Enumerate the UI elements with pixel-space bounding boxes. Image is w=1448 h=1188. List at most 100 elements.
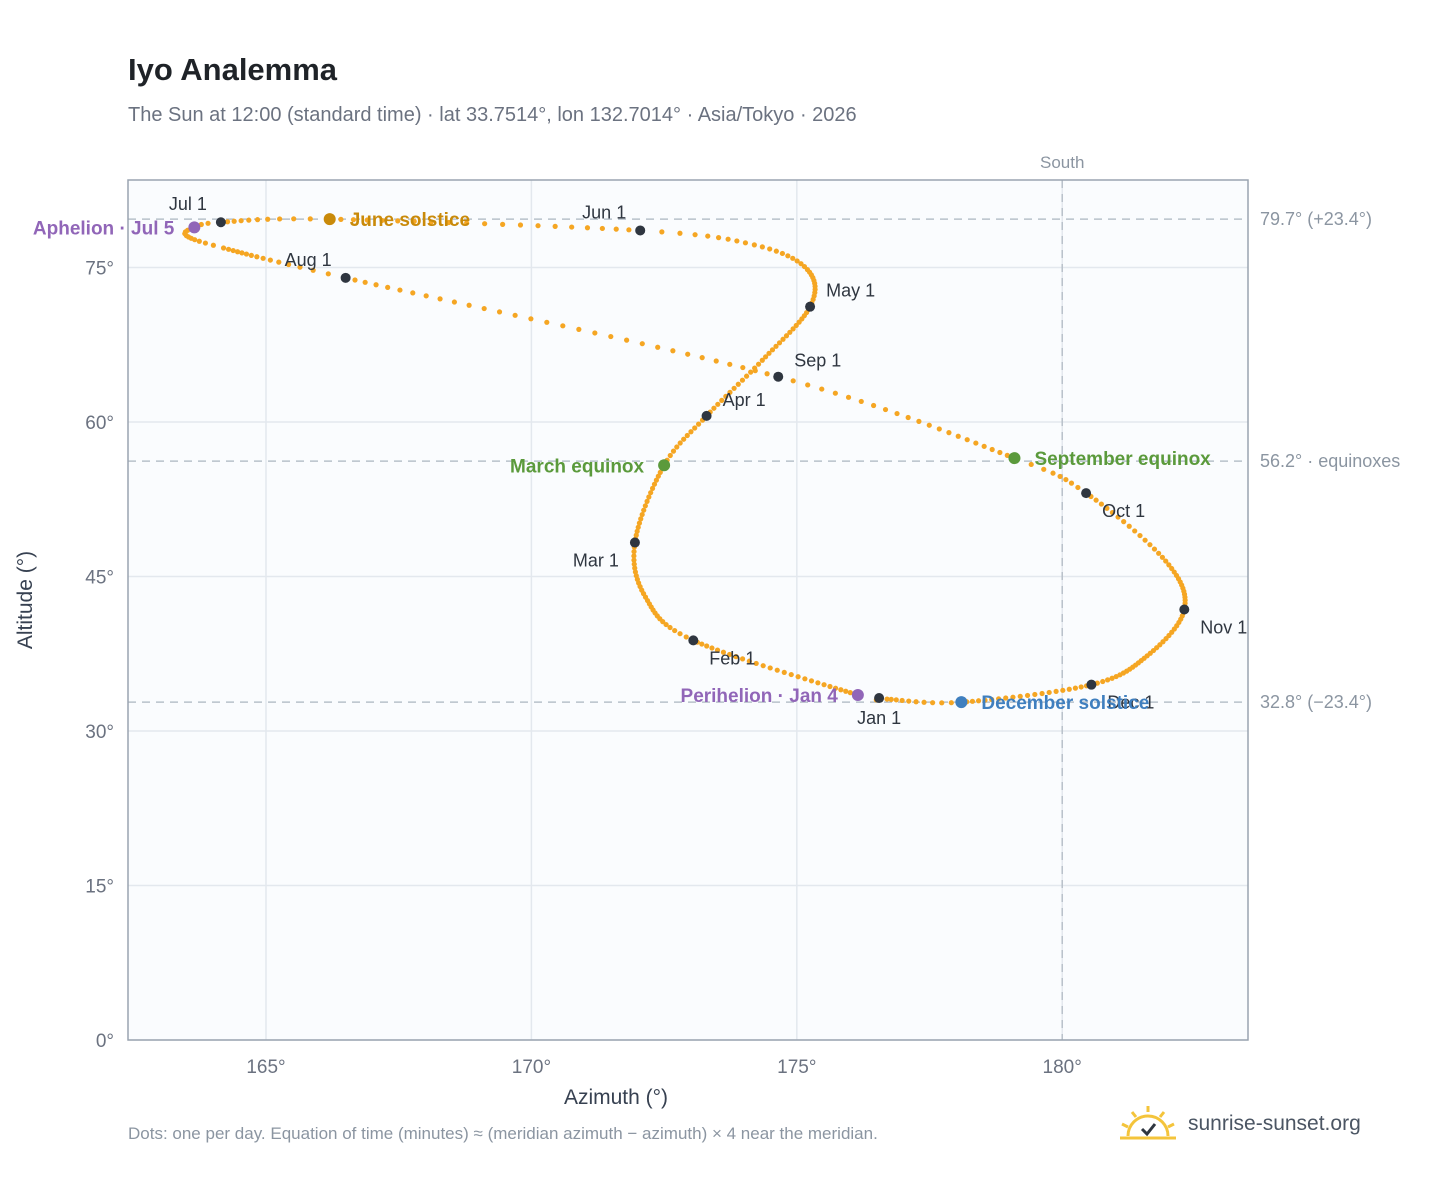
daily-point (715, 401, 721, 407)
event-marker (1008, 452, 1021, 465)
month-markers: Jan 1 Feb 1 Mar 1 Apr 1 May 1 Jun 1 Jul 1 Aug 1… (169, 194, 1247, 728)
daily-point (739, 656, 746, 662)
daily-point (726, 651, 733, 658)
daily-point (626, 227, 632, 233)
daily-point (663, 621, 669, 628)
daily-point (238, 218, 244, 224)
daily-point (592, 330, 598, 336)
daily-point (776, 340, 783, 346)
daily-point (926, 422, 932, 428)
reference-line-label: 32.8° (−23.4°) (1260, 692, 1372, 712)
daily-point (793, 322, 799, 329)
daily-point (277, 216, 283, 222)
daily-point (608, 333, 614, 340)
daily-point (743, 373, 750, 379)
daily-point (802, 676, 808, 682)
brand-link[interactable]: sunrise-sunset.org (1120, 1102, 1361, 1146)
daily-point (766, 350, 772, 356)
daily-point (230, 247, 236, 254)
daily-point (870, 402, 877, 409)
daily-point (790, 378, 796, 384)
daily-point (1100, 678, 1106, 685)
daily-point (969, 698, 976, 704)
daily-point (265, 216, 271, 222)
daily-point (916, 418, 922, 424)
daily-point (428, 219, 434, 225)
event-label: March equinox (510, 456, 645, 477)
daily-point (1004, 452, 1010, 458)
event-marker (851, 688, 864, 701)
daily-point (1053, 688, 1059, 695)
month-label: May 1 (826, 281, 875, 301)
daily-point (1109, 509, 1116, 516)
daily-point (584, 225, 591, 231)
daily-point (779, 250, 785, 257)
month-marker (1179, 604, 1190, 615)
daily-point (1104, 505, 1110, 511)
daily-point (1098, 501, 1105, 507)
chart-title: Iyo Analemma (128, 52, 338, 87)
daily-point (713, 358, 719, 364)
daily-point (773, 248, 779, 254)
reference-line-label: 56.2° · equinoxes (1260, 451, 1400, 471)
event-label: December solstice (981, 693, 1149, 714)
daily-point (635, 524, 641, 530)
daily-point (196, 238, 202, 244)
daily-point (667, 624, 673, 631)
daily-point (683, 634, 689, 640)
daily-point (975, 698, 982, 704)
daily-point (832, 685, 839, 691)
daily-point (437, 296, 443, 302)
daily-point (1121, 519, 1127, 525)
daily-point (930, 700, 936, 706)
reference-line-label: 79.7° (+23.4°) (1260, 209, 1372, 229)
daily-point (1109, 675, 1115, 681)
daily-point (715, 235, 722, 241)
daily-point (310, 267, 316, 273)
daily-point (1066, 686, 1072, 692)
daily-point (1032, 691, 1038, 698)
daily-point (688, 429, 694, 435)
x-tick-label: 180° (1043, 1057, 1082, 1078)
month-marker (215, 217, 226, 228)
daily-point (719, 397, 725, 403)
daily-point (939, 700, 945, 706)
month-marker (874, 693, 885, 704)
daily-point (982, 697, 988, 703)
daily-point (254, 217, 261, 223)
daily-point (1017, 693, 1023, 699)
daily-point (755, 361, 762, 367)
daily-point (192, 237, 198, 243)
daily-point (672, 627, 678, 634)
daily-point (633, 532, 639, 538)
daily-point (560, 323, 566, 329)
daily-point (670, 348, 676, 354)
axes: 165° 170° 175° 180° 0° 15° 30° 45° 60° 75° Azimuth… (14, 259, 1082, 1109)
daily-point (946, 430, 952, 436)
daily-point (677, 230, 683, 236)
month-label: Dec 1 (1107, 693, 1154, 713)
daily-point (981, 443, 987, 449)
daily-point (847, 690, 853, 696)
month-label: Apr 1 (723, 390, 766, 410)
daily-point (569, 224, 575, 230)
daily-point (677, 631, 683, 637)
daily-point (644, 498, 650, 504)
daily-point (888, 696, 894, 702)
daily-point (362, 279, 368, 285)
daily-point (307, 216, 313, 222)
sun-logo-icon (1120, 1106, 1176, 1140)
daily-point (410, 290, 416, 296)
month-label: Aug 1 (285, 250, 332, 270)
daily-point (234, 249, 241, 255)
month-marker (773, 371, 784, 382)
daily-point (659, 229, 665, 235)
daily-point (655, 344, 661, 350)
daily-point (727, 361, 733, 367)
x-tick-label: 175° (777, 1057, 816, 1078)
event-marker (955, 696, 968, 709)
daily-point (1075, 484, 1081, 491)
daily-point (482, 221, 488, 227)
daily-point (231, 218, 237, 224)
daily-point (723, 393, 729, 399)
